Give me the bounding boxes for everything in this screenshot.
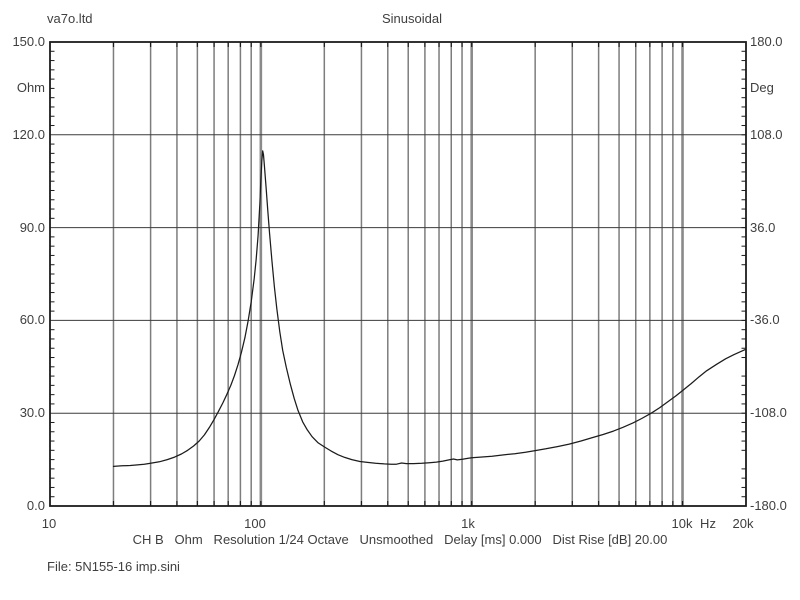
y-right-tick-180: 180.0 <box>750 34 783 49</box>
y-right-tick-neg180: -180.0 <box>750 498 787 513</box>
y-left-axis-unit: Ohm <box>16 80 45 95</box>
chart-title: Sinusoidal <box>382 11 442 26</box>
x-axis-unit: Hz <box>700 516 716 531</box>
y-left-tick-150: 150.0 <box>12 34 45 49</box>
x-tick-10k: 10k <box>671 516 693 531</box>
overlay-file-label: va7o.ltd <box>47 11 93 26</box>
x-tick-20k: 20k <box>732 516 754 531</box>
file-name-line: File: 5N155-16 imp.sini <box>47 559 180 574</box>
y-right-tick-108: 108.0 <box>750 127 783 142</box>
y-left-tick-90: 90.0 <box>19 220 45 235</box>
y-right-tick-neg108: -108.0 <box>750 405 787 420</box>
impedance-curve <box>112 150 747 468</box>
y-right-axis-unit: Deg <box>750 80 774 95</box>
y-right-tick-neg36: -36.0 <box>750 312 780 327</box>
y-left-tick-30: 30.0 <box>19 405 45 420</box>
x-tick-100: 100 <box>244 516 266 531</box>
plot-frame <box>49 41 747 507</box>
x-tick-10: 10 <box>41 516 57 531</box>
y-left-tick-60: 60.0 <box>19 312 45 327</box>
y-right-tick-36: 36.0 <box>750 220 776 235</box>
y-left-tick-0: 0.0 <box>26 498 45 513</box>
y-left-tick-120: 120.0 <box>12 127 45 142</box>
x-tick-1k: 1k <box>461 516 475 531</box>
measurement-status-line: CH B Ohm Resolution 1/24 Octave Unsmooth… <box>132 532 668 547</box>
